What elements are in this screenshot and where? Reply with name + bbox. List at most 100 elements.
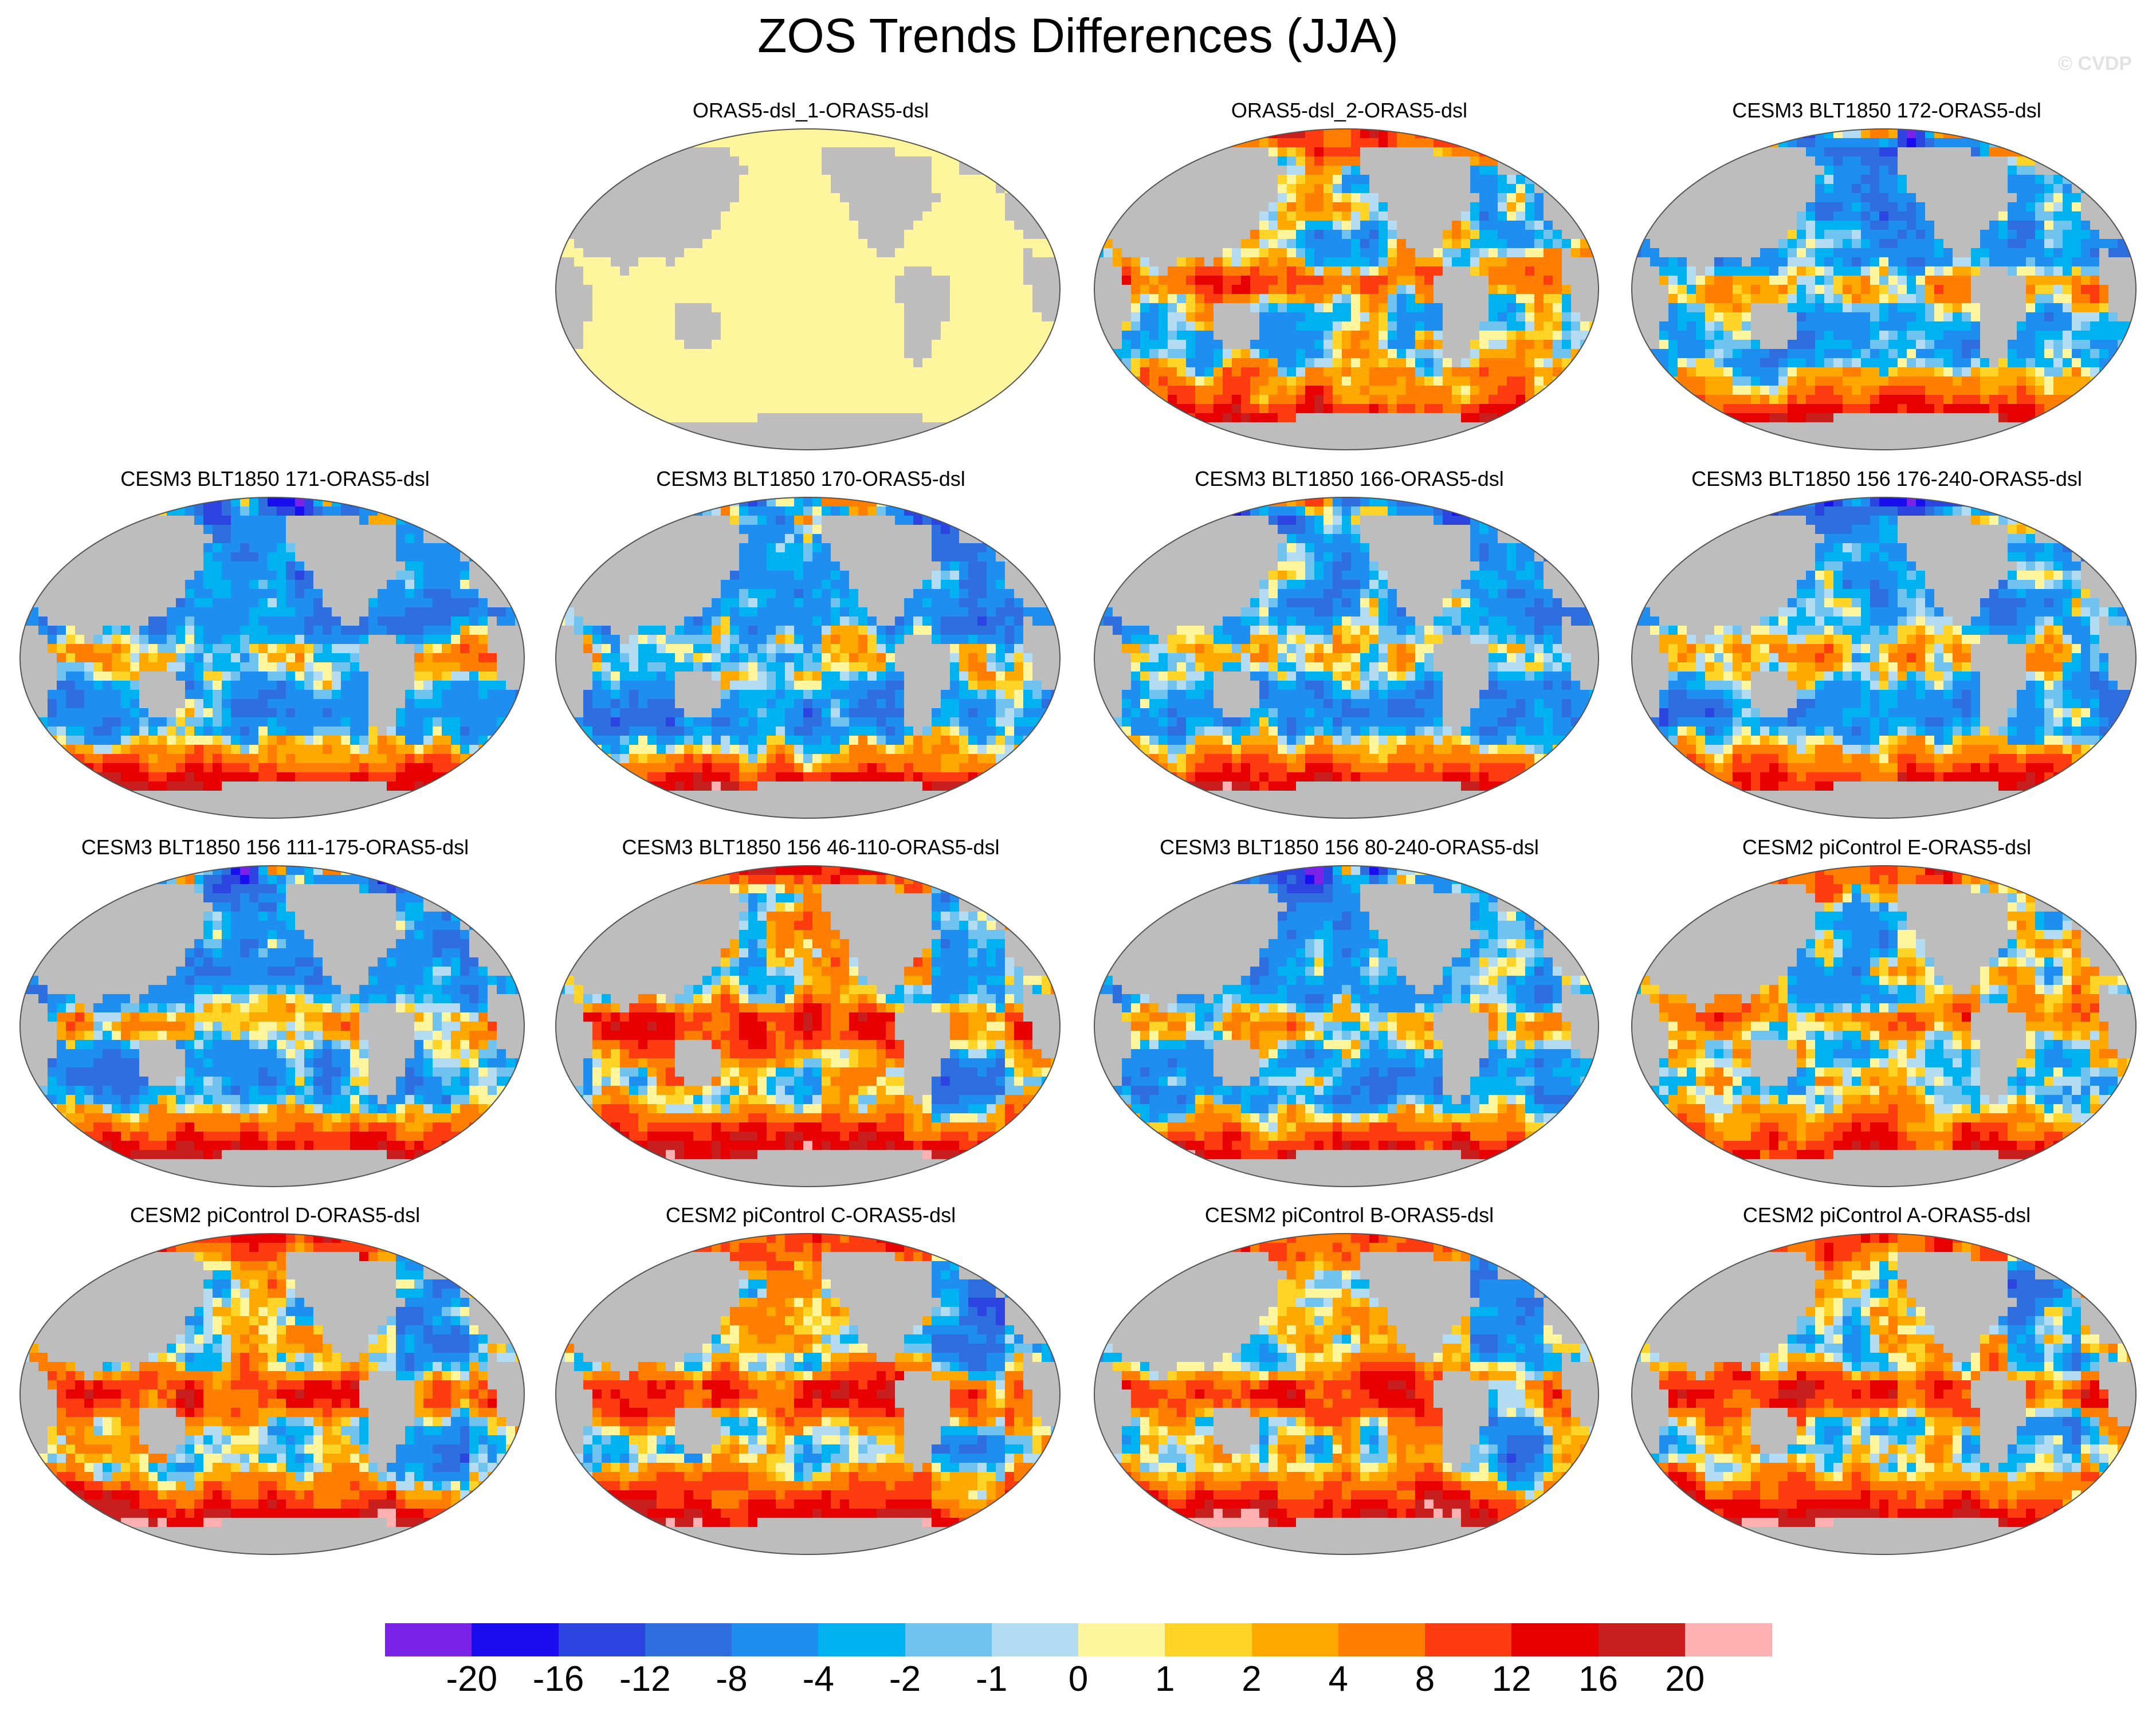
- panel-title: CESM2 piControl B-ORAS5-dsl: [1091, 1203, 1607, 1227]
- colorbar-swatch: [818, 1623, 906, 1656]
- map-panel: CESM3 BLT1850 171-ORAS5-dsl: [17, 467, 533, 822]
- colorbar-swatch: [1684, 1623, 1772, 1656]
- colorbar-tick-label: -8: [716, 1659, 747, 1699]
- colorbar-tick-label: -4: [803, 1659, 834, 1699]
- colorbar-tick-label: -16: [533, 1659, 584, 1699]
- map-field: [1632, 129, 2136, 450]
- panel-title: CESM3 BLT1850 171-ORAS5-dsl: [17, 467, 533, 491]
- map-panel: CESM3 BLT1850 156 46-110-ORAS5-dsl: [553, 835, 1069, 1191]
- map-field: [556, 129, 1060, 450]
- map-outline: [19, 1233, 525, 1555]
- colorbar: [385, 1623, 1772, 1656]
- panel-title: CESM2 piControl A-ORAS5-dsl: [1629, 1203, 2145, 1227]
- map-field: [1632, 1234, 2136, 1554]
- colorbar-swatch: [1165, 1623, 1252, 1656]
- map-outline: [1094, 1233, 1599, 1555]
- map-field: [1094, 866, 1599, 1187]
- map-outline: [555, 865, 1061, 1187]
- map-field: [556, 866, 1060, 1187]
- colorbar-tick-label: 0: [1069, 1659, 1088, 1699]
- panel-title: CESM2 piControl E-ORAS5-dsl: [1629, 835, 2145, 859]
- map-panel: CESM3 BLT1850 156 111-175-ORAS5-dsl: [17, 835, 533, 1191]
- panel-title: CESM3 BLT1850 156 80-240-ORAS5-dsl: [1091, 835, 1607, 859]
- map-panel: CESM2 piControl C-ORAS5-dsl: [553, 1203, 1069, 1558]
- colorbar-swatch: [732, 1623, 819, 1656]
- map-field: [20, 866, 524, 1187]
- map-svg: [19, 1233, 525, 1555]
- map-outline: [555, 497, 1061, 819]
- map-svg: [1094, 1233, 1599, 1555]
- figure-title: ZOS Trends Differences (JJA): [0, 8, 2156, 64]
- map-panel: CESM3 BLT1850 170-ORAS5-dsl: [553, 467, 1069, 822]
- map-svg: [1631, 497, 2137, 819]
- panel-title: CESM2 piControl C-ORAS5-dsl: [553, 1203, 1069, 1227]
- map-panel: CESM3 BLT1850 156 80-240-ORAS5-dsl: [1091, 835, 1607, 1191]
- map-field: [20, 1234, 524, 1554]
- panel-title: CESM3 BLT1850 170-ORAS5-dsl: [553, 467, 1069, 491]
- panel-title: CESM3 BLT1850 156 46-110-ORAS5-dsl: [553, 835, 1069, 859]
- colorbar-tick-label: 8: [1415, 1659, 1435, 1699]
- panel-title: CESM3 BLT1850 156 111-175-ORAS5-dsl: [17, 835, 533, 859]
- map-field: [1632, 866, 2136, 1187]
- colorbar-swatch: [1251, 1623, 1339, 1656]
- panel-title: CESM3 BLT1850 172-ORAS5-dsl: [1629, 99, 2145, 123]
- map-svg: [1631, 128, 2137, 450]
- map-outline: [555, 128, 1061, 450]
- map-svg: [19, 497, 525, 819]
- panel-title: CESM3 BLT1850 156 176-240-ORAS5-dsl: [1629, 467, 2145, 491]
- map-field: [556, 1234, 1060, 1554]
- map-panel: CESM2 piControl E-ORAS5-dsl: [1629, 835, 2145, 1191]
- colorbar-tick-label: 20: [1665, 1659, 1705, 1699]
- colorbar-tick-label: 1: [1155, 1659, 1175, 1699]
- map-svg: [1631, 865, 2137, 1187]
- map-field: [1094, 1234, 1599, 1554]
- colorbar-swatch: [905, 1623, 992, 1656]
- colorbar-swatch: [1598, 1623, 1686, 1656]
- map-svg: [1631, 1233, 2137, 1555]
- map-panel: CESM3 BLT1850 156 176-240-ORAS5-dsl: [1629, 467, 2145, 822]
- map-svg: [555, 497, 1061, 819]
- map-field: [556, 497, 1060, 818]
- map-svg: [555, 1233, 1061, 1555]
- colorbar-tick-label: -2: [889, 1659, 921, 1699]
- panel-title: CESM2 piControl D-ORAS5-dsl: [17, 1203, 533, 1227]
- colorbar-swatch: [1511, 1623, 1599, 1656]
- colorbar-tick-label: 4: [1329, 1659, 1348, 1699]
- map-outline: [1094, 497, 1599, 819]
- map-panel: CESM3 BLT1850 166-ORAS5-dsl: [1091, 467, 1607, 822]
- colorbar-swatch: [558, 1623, 646, 1656]
- colorbar-swatch: [645, 1623, 732, 1656]
- map-outline: [1094, 128, 1599, 450]
- map-svg: [555, 865, 1061, 1187]
- colorbar-swatch: [385, 1623, 473, 1656]
- map-panel: ORAS5-dsl_2-ORAS5-dsl: [1091, 99, 1607, 454]
- map-outline: [1631, 1233, 2137, 1555]
- colorbar-tick-label: -12: [619, 1659, 671, 1699]
- map-svg: [19, 865, 525, 1187]
- panel-title: ORAS5-dsl_2-ORAS5-dsl: [1091, 99, 1607, 123]
- map-field: [1632, 497, 2136, 818]
- panel-title: CESM3 BLT1850 166-ORAS5-dsl: [1091, 467, 1607, 491]
- map-svg: [1094, 497, 1599, 819]
- colorbar-swatch: [1425, 1623, 1513, 1656]
- map-outline: [1631, 497, 2137, 819]
- panel-title: ORAS5-dsl_1-ORAS5-dsl: [553, 99, 1069, 123]
- colorbar-tick-label: -1: [976, 1659, 1007, 1699]
- map-field: [1094, 129, 1599, 450]
- colorbar-swatch: [1338, 1623, 1425, 1656]
- map-panel: CESM2 piControl A-ORAS5-dsl: [1629, 1203, 2145, 1558]
- colorbar-swatch: [991, 1623, 1079, 1656]
- map-outline: [1631, 128, 2137, 450]
- map-panel: CESM2 piControl B-ORAS5-dsl: [1091, 1203, 1607, 1558]
- map-panel: CESM2 piControl D-ORAS5-dsl: [17, 1203, 533, 1558]
- watermark: © CVDP: [2058, 53, 2132, 75]
- map-outline: [19, 865, 525, 1187]
- map-outline: [1094, 865, 1599, 1187]
- colorbar-tick-label: 2: [1242, 1659, 1261, 1699]
- map-field: [20, 497, 524, 818]
- map-panel: CESM3 BLT1850 172-ORAS5-dsl: [1629, 99, 2145, 454]
- map-field: [1094, 497, 1599, 818]
- colorbar-tick-label: 16: [1578, 1659, 1618, 1699]
- colorbar-tick-label: 12: [1492, 1659, 1531, 1699]
- map-outline: [1631, 865, 2137, 1187]
